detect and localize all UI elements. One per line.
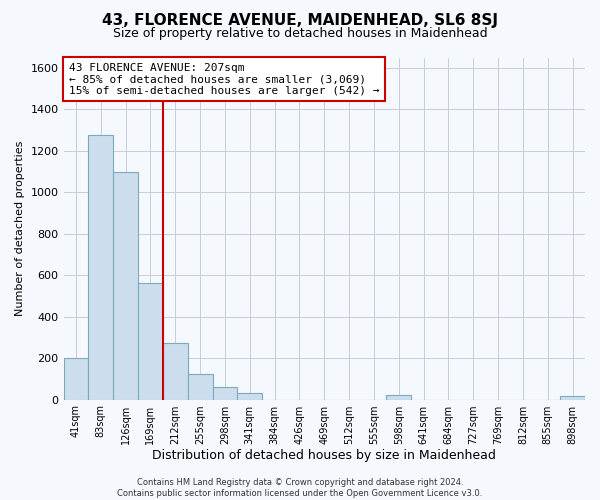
Bar [113, 172, 138, 400]
Bar [560, 396, 585, 400]
Text: Size of property relative to detached houses in Maidenhead: Size of property relative to detached ho… [113, 28, 487, 40]
X-axis label: Distribution of detached houses by size in Maidenhead: Distribution of detached houses by size … [152, 450, 496, 462]
Bar [163, 342, 188, 400]
Text: 43 FLORENCE AVENUE: 207sqm
← 85% of detached houses are smaller (3,069)
15% of s: 43 FLORENCE AVENUE: 207sqm ← 85% of deta… [69, 62, 379, 96]
Bar [138, 284, 163, 400]
Text: 43, FLORENCE AVENUE, MAIDENHEAD, SL6 8SJ: 43, FLORENCE AVENUE, MAIDENHEAD, SL6 8SJ [102, 12, 498, 28]
Bar [88, 135, 113, 400]
Bar [188, 374, 212, 400]
Bar [212, 387, 238, 400]
Bar [386, 396, 411, 400]
Bar [238, 394, 262, 400]
Text: Contains HM Land Registry data © Crown copyright and database right 2024.
Contai: Contains HM Land Registry data © Crown c… [118, 478, 482, 498]
Bar [64, 358, 88, 400]
Y-axis label: Number of detached properties: Number of detached properties [15, 141, 25, 316]
